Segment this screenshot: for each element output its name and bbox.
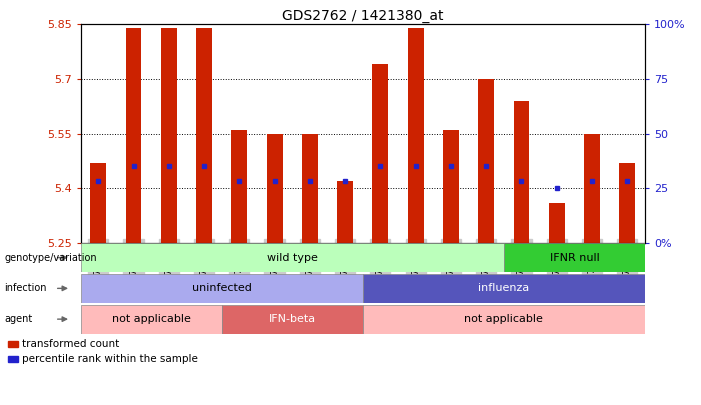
Text: wild type: wild type — [267, 253, 318, 262]
Bar — [125, 28, 142, 243]
Title: GDS2762 / 1421380_at: GDS2762 / 1421380_at — [282, 9, 444, 23]
Text: uninfected: uninfected — [192, 284, 252, 293]
Bar — [81, 274, 363, 303]
Bar — [514, 101, 529, 243]
Text: IFN-beta: IFN-beta — [268, 314, 315, 324]
Bar — [363, 274, 645, 303]
Bar — [8, 356, 18, 362]
Bar — [408, 28, 423, 243]
Bar — [337, 181, 353, 243]
Bar — [584, 134, 600, 243]
Bar — [478, 79, 494, 243]
Bar — [620, 163, 635, 243]
Bar — [161, 28, 177, 243]
Text: infection: infection — [4, 284, 46, 293]
Text: agent: agent — [4, 314, 32, 324]
Bar — [266, 134, 283, 243]
Text: not applicable: not applicable — [464, 314, 543, 324]
Text: influenza: influenza — [478, 284, 529, 293]
Bar — [549, 203, 565, 243]
Bar — [302, 134, 318, 243]
Bar — [196, 28, 212, 243]
Bar — [81, 305, 222, 334]
Bar — [504, 243, 645, 272]
Text: percentile rank within the sample: percentile rank within the sample — [22, 354, 198, 364]
Text: IFNR null: IFNR null — [550, 253, 599, 262]
Bar — [8, 341, 18, 347]
Bar — [222, 305, 363, 334]
Bar — [372, 64, 388, 243]
Text: genotype/variation: genotype/variation — [4, 253, 97, 262]
Text: transformed count: transformed count — [22, 339, 119, 349]
Text: not applicable: not applicable — [111, 314, 191, 324]
Bar — [231, 130, 247, 243]
Bar — [443, 130, 459, 243]
Bar — [363, 305, 645, 334]
Bar — [81, 243, 504, 272]
Bar — [90, 163, 106, 243]
